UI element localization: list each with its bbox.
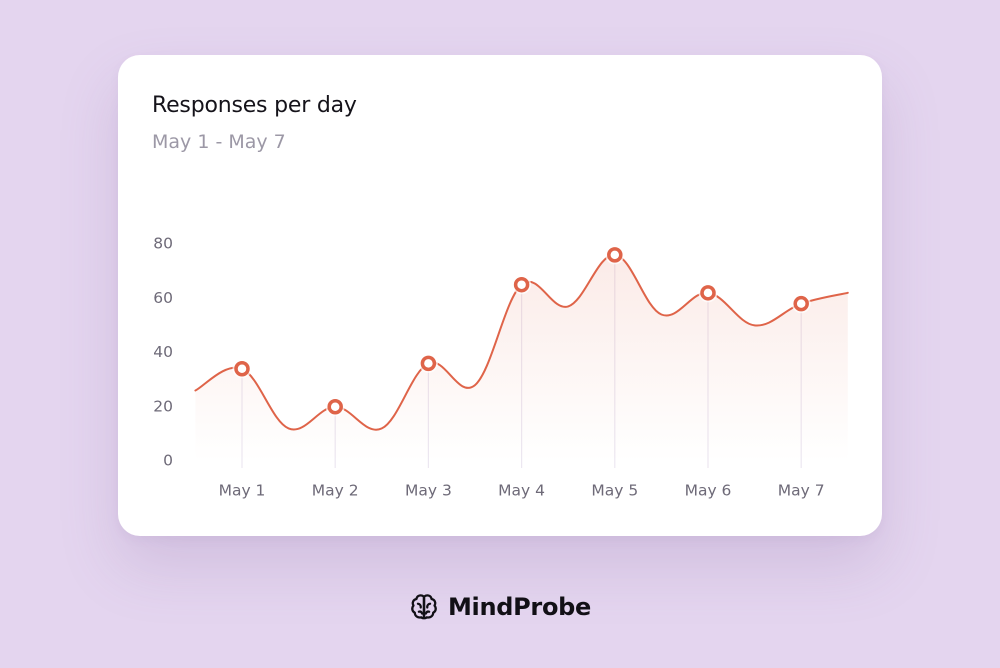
y-tick-label: 40	[153, 343, 173, 361]
y-tick-label: 20	[153, 397, 173, 415]
y-tick-label: 80	[153, 235, 173, 253]
data-point[interactable]	[234, 361, 250, 377]
line-chart: 0 20 40 60 80 May 1 May 2 May 3 May 4 May 5 May 6…	[153, 235, 849, 500]
x-tick-label: May 4	[498, 482, 545, 500]
data-point[interactable]	[513, 276, 530, 293]
x-tick-label: May 6	[685, 482, 732, 500]
brand-footer: MindProbe	[0, 592, 1000, 622]
y-axis-labels: 0 20 40 60 80	[153, 235, 173, 470]
chart-subtitle: May 1 - May 7	[152, 131, 286, 153]
x-tick-label: May 7	[778, 482, 825, 500]
brand-name: MindProbe	[447, 593, 592, 621]
x-tick-label: May 3	[405, 482, 452, 500]
x-tick-label: May 2	[312, 482, 359, 500]
brain-icon	[411, 594, 437, 620]
data-point[interactable]	[420, 355, 437, 372]
chart-title: Responses per day	[152, 93, 357, 118]
chart-card: Responses per day May 1 - May 7 0 20 40 60 8…	[118, 55, 882, 536]
data-point[interactable]	[793, 295, 809, 312]
x-axis-labels: May 1 May 2 May 3 May 4 May 5 May 6 May 7	[219, 482, 825, 500]
x-tick-label: May 5	[591, 482, 638, 500]
data-points	[232, 245, 811, 417]
y-tick-label: 60	[153, 289, 173, 307]
x-tick-label: May 1	[219, 482, 266, 500]
data-point[interactable]	[607, 247, 623, 263]
data-point[interactable]	[700, 285, 716, 301]
data-point[interactable]	[327, 399, 343, 415]
y-tick-label: 0	[163, 452, 173, 470]
